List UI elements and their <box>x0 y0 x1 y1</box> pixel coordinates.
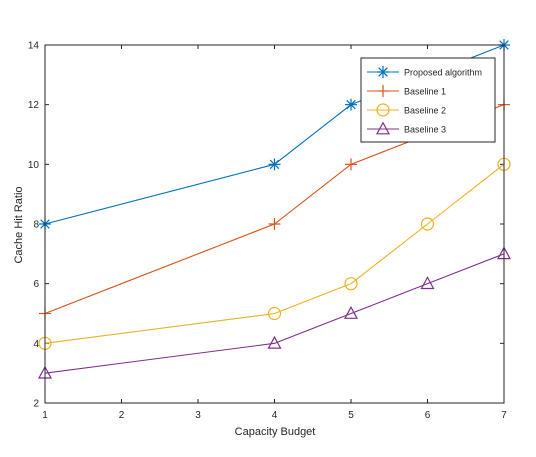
x-tick-label: 5 <box>348 410 354 421</box>
x-tick-label: 4 <box>272 410 278 421</box>
x-tick-label: 1 <box>42 410 48 421</box>
series-line <box>44 253 505 374</box>
circle-marker <box>420 217 435 231</box>
x-tick-label: 2 <box>119 410 125 421</box>
circle-marker <box>344 277 358 291</box>
axes-box <box>44 44 505 404</box>
triangle-marker <box>343 305 359 319</box>
x-tick-label: 3 <box>195 410 201 421</box>
legend-label: Baseline 3 <box>404 125 446 135</box>
legend: Proposed algorithm Baseline 1 Baseline 2 Ba… <box>360 57 496 143</box>
legend-item: Baseline 1 <box>367 85 446 97</box>
legend-label: Baseline 1 <box>404 87 446 97</box>
plus-marker <box>345 158 357 171</box>
x-tick-label: 7 <box>501 410 507 421</box>
y-tick-label: 8 <box>33 220 39 231</box>
legend-label: Proposed algorithm <box>404 68 482 78</box>
asterisk-marker <box>268 158 281 171</box>
legend-item: Proposed algorithm <box>367 66 482 78</box>
triangle-marker <box>375 121 391 135</box>
legend-label: Baseline 2 <box>404 106 446 116</box>
y-tick-label: 6 <box>33 279 39 290</box>
plus-marker <box>268 218 281 230</box>
legend-item: Baseline 3 <box>367 121 446 135</box>
series-3 <box>38 157 511 350</box>
y-tick-label: 2 <box>33 399 39 410</box>
y-tick-label: 12 <box>28 100 40 111</box>
y-tick-label: 10 <box>28 160 40 171</box>
y-tick-label: 4 <box>33 339 39 350</box>
asterisk-marker <box>377 66 389 78</box>
asterisk-marker <box>345 98 357 111</box>
legend-item: Baseline 2 <box>367 103 446 117</box>
triangle-marker <box>267 335 282 349</box>
circle-marker <box>376 103 390 117</box>
y-axis-label: Cache Hit Ratio <box>13 186 25 263</box>
y-tick-label: 14 <box>28 41 40 52</box>
axes-frame <box>44 44 505 404</box>
series-line <box>44 163 505 344</box>
plus-marker <box>377 85 389 97</box>
circle-marker <box>267 306 282 321</box>
triangle-marker <box>420 276 435 290</box>
x-axis-label: Capacity Budget <box>235 426 316 438</box>
x-tick-label: 6 <box>425 410 431 421</box>
